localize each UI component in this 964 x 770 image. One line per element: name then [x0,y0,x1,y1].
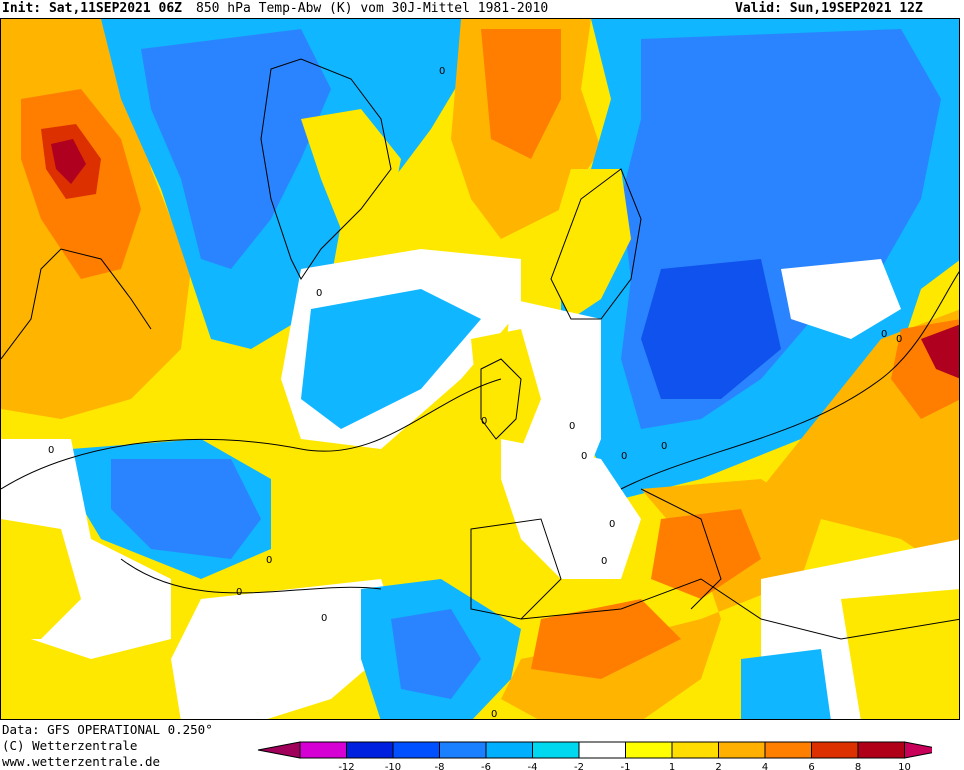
copyright-label: (C) Wetterzentrale [2,738,138,753]
uk-coastline [480,358,522,440]
anomaly-field-darkred-nw [51,139,86,184]
init-time-label: Init: Sat,11SEP2021 06Z [2,1,183,16]
zero-contours [1,271,959,594]
contour-label: 0 [896,334,902,345]
legend-arrow-high [904,741,932,759]
anomaly-field-darkblue-europe [641,259,781,399]
contour-label: 0 [316,288,322,299]
anomaly-field-darkorange-norwegian-sea [481,29,561,159]
website-link[interactable]: www.wetterzentrale.de [2,754,161,769]
iberia-coastline [470,518,562,620]
anomaly-field-white-france [501,439,641,579]
legend-color-box [346,741,394,759]
chart-footer: Data: GFS OPERATIONAL 0.250° (C) Wetterz… [0,722,964,770]
contour-label: 0 [621,451,627,462]
anomaly-field-yellow-scandinavia [551,169,631,319]
legend-tick-label: 2 [715,762,721,770]
legend-tick-label: -2 [574,762,584,770]
legend-tick-label: -1 [621,762,631,770]
northamerica-coastline [1,248,152,360]
coastlines [1,58,959,640]
anomaly-field-blue-greenland [141,29,331,269]
anomaly-field-cyan-southeast [741,649,831,719]
legend-color-box [857,741,905,759]
chart-title: 850 hPa Temp-Abw (K) vom 30J-Mittel 1981… [196,1,549,16]
contour-label: 0 [609,519,615,530]
anomaly-field-white-russia [781,259,901,339]
anomaly-field-darkorange-northafrica [531,599,681,679]
chart-header: Init: Sat,11SEP2021 06Z 850 hPa Temp-Abw… [0,0,964,18]
anomaly-field-yellow-southeast [841,589,959,719]
legend-color-box [671,741,719,759]
northafrica-coastline [520,578,959,640]
scandinavia-coastline [550,168,642,320]
anomaly-field-blue-midatlantic [111,459,261,559]
contour-label: 0 [266,555,272,566]
legend-tick-label: -8 [435,762,445,770]
legend-tick-label: 10 [898,762,911,770]
legend-color-box [392,741,440,759]
legend-tick-label: -10 [385,762,401,770]
anomaly-field-blue-southatlantic [391,609,481,699]
legend-color-box [718,741,766,759]
italy-coastline [640,488,722,610]
legend-tick-label: 1 [669,762,675,770]
greenland-coastline [260,58,392,280]
legend-color-box [764,741,812,759]
legend-tick-label: 6 [808,762,814,770]
zero-contour-atlantic [1,378,502,490]
contour-label: 0 [48,445,54,456]
zero-contour-europe [620,271,959,490]
legend-tick-label: -12 [338,762,354,770]
legend-color-box [299,741,347,759]
legend-color-box [625,741,673,759]
contour-label: 0 [661,441,667,452]
anomaly-field-white-southatlantic [171,579,401,719]
legend-color-box [811,741,859,759]
color-legend: -12-10-8-6-4-2-1124681012 [257,741,932,770]
contour-label: 0 [236,587,242,598]
anomaly-field-yellow-uk [471,329,541,449]
anomaly-field-yellow-westatlantic [1,519,81,639]
contour-label: 0 [491,709,497,720]
valid-time-label: Valid: Sun,19SEP2021 12Z [735,1,923,16]
legend-tick-label: 8 [855,762,861,770]
contour-label: 0 [881,329,887,340]
legend-tick-label: -4 [528,762,538,770]
anomaly-field-yellow-greenland [301,109,401,229]
contour-label: 0 [481,416,487,427]
contour-label: 0 [581,451,587,462]
legend-color-box [439,741,487,759]
legend-color-box [578,741,626,759]
legend-color-box [485,741,533,759]
data-source-label: Data: GFS OPERATIONAL 0.250° [2,722,213,737]
legend-color-box [532,741,580,759]
contour-label: 0 [601,556,607,567]
anomaly-field-darkorange-italy [651,509,761,599]
contour-label: 0 [569,421,575,432]
contour-label: 0 [439,66,445,77]
zero-contour-southatlantic [120,558,382,594]
anomaly-field-darkred-caspian [921,324,959,379]
legend-tick-label: -6 [481,762,491,770]
legend-tick-label: 4 [762,762,768,770]
contour-label: 0 [321,613,327,624]
legend-arrow-low [257,741,301,759]
anomaly-field-cyan-atlantic [301,289,481,429]
